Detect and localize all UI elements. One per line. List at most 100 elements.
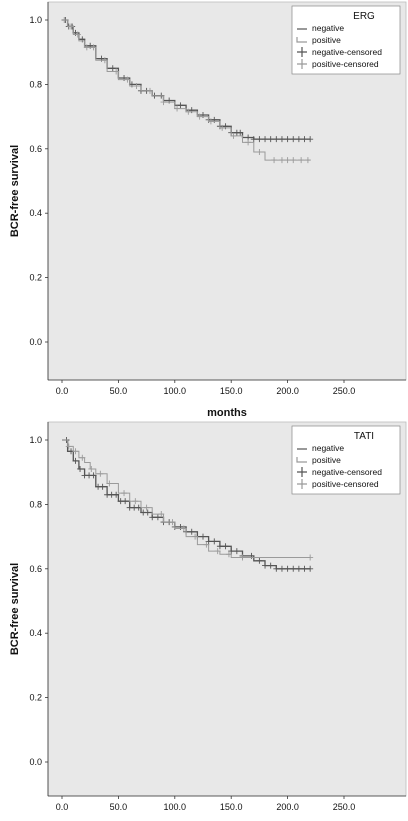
legend-entry-negative-censored: negative-censored xyxy=(312,47,382,57)
censor-mark-negative xyxy=(301,136,308,143)
y-tick-label: 0.8 xyxy=(29,79,42,89)
x-tick-label: 150.0 xyxy=(220,386,243,396)
y-tick-label: 0.4 xyxy=(29,208,42,218)
censor-mark-positive xyxy=(290,157,297,164)
x-tick-label: 150.0 xyxy=(220,802,243,812)
censor-mark-positive xyxy=(133,83,140,90)
km-chart-2: 0.0 0.2 0.4 0.6 0.8 1.0 0.0 50.0 100.0 150.0 200.0… xyxy=(9,421,407,812)
y-tick-label: 1.0 xyxy=(29,435,42,445)
censor-mark-positive xyxy=(158,511,165,518)
censor-mark-negative xyxy=(205,538,212,545)
censor-mark-positive xyxy=(271,157,278,164)
censor-mark-positive xyxy=(180,525,187,532)
censor-mark-negative xyxy=(278,136,285,143)
x-tick-label: 200.0 xyxy=(276,802,299,812)
censor-mark-positive xyxy=(219,124,226,131)
legend-title: ERG xyxy=(353,11,375,22)
censor-mark-positive xyxy=(160,99,167,106)
censor-mark-negative xyxy=(122,498,129,505)
y-tick-label: 0.6 xyxy=(29,144,42,154)
legend-entry-negative-censored: negative-censored xyxy=(312,467,382,477)
x-tick-label: 0.0 xyxy=(56,802,69,812)
censor-mark-negative xyxy=(267,136,274,143)
censor-mark-positive xyxy=(88,465,95,472)
censor-mark-negative xyxy=(177,102,184,109)
legend-key-positive-censored xyxy=(297,479,307,489)
censor-mark-negative xyxy=(72,457,79,464)
censor-mark-positive xyxy=(83,44,90,51)
censor-mark-negative xyxy=(144,509,151,516)
censor-mark-positive xyxy=(146,87,153,94)
legend-entry-negative: negative xyxy=(312,23,344,33)
y-tick-label: 0.0 xyxy=(29,337,42,347)
censor-mark-positive xyxy=(143,504,150,511)
censor-mark-negative xyxy=(216,543,223,550)
censor-mark-negative xyxy=(307,565,314,572)
censor-mark-positive xyxy=(113,68,120,75)
censor-mark-negative xyxy=(188,528,195,535)
legend-entry-positive: positive xyxy=(312,35,341,45)
x-axis-title: months xyxy=(207,407,247,419)
km-chart-1: 0.0 0.2 0.4 0.6 0.8 1.0 0.0 50.0 100.0 150.0 200.0… xyxy=(9,1,407,419)
censor-mark-positive xyxy=(239,554,246,561)
legend-key-positive-censored xyxy=(297,59,307,69)
censor-mark-positive xyxy=(169,519,176,526)
censor-mark-negative xyxy=(211,538,218,545)
censor-mark-positive xyxy=(124,76,131,83)
censor-mark-negative xyxy=(262,136,269,143)
y-tick-label: 0.8 xyxy=(29,499,42,509)
censor-mark-negative xyxy=(228,548,235,555)
censor-mark-negative xyxy=(99,483,106,490)
censor-mark-negative xyxy=(307,136,314,143)
legend-title: TATI xyxy=(354,431,374,442)
censor-mark-positive xyxy=(192,533,199,540)
x-tick-label: 250.0 xyxy=(333,802,356,812)
legend-entry-positive-censored: positive-censored xyxy=(312,59,379,69)
x-tick-label: 0.0 xyxy=(56,386,69,396)
censor-mark-negative xyxy=(284,565,291,572)
censor-mark-negative xyxy=(250,136,257,143)
legend-entry-positive-censored: positive-censored xyxy=(312,479,379,489)
censor-mark-positive xyxy=(132,498,139,505)
censor-mark-positive xyxy=(196,113,203,120)
legend-key-positive xyxy=(296,457,307,463)
censor-mark-negative xyxy=(77,465,84,472)
legend-entry-positive: positive xyxy=(312,455,341,465)
censor-mark-negative xyxy=(200,533,206,540)
y-tick-label: 0.0 xyxy=(29,757,42,767)
legend-box xyxy=(291,5,401,75)
censor-mark-negative xyxy=(295,565,302,572)
legend-box xyxy=(291,425,401,495)
y-tick-label: 0.2 xyxy=(29,693,42,703)
censor-mark-negative xyxy=(262,562,269,569)
censor-mark-positive xyxy=(214,548,221,555)
x-tick-label: 250.0 xyxy=(333,386,356,396)
censor-mark-positive xyxy=(207,118,214,125)
y-tick-label: 0.4 xyxy=(29,628,42,638)
x-tick-label: 100.0 xyxy=(164,802,187,812)
censor-mark-positive xyxy=(72,448,79,455)
x-tick-label: 200.0 xyxy=(276,386,299,396)
censor-mark-negative xyxy=(113,491,120,498)
censor-mark-negative xyxy=(290,136,297,143)
censor-mark-positive xyxy=(174,105,181,112)
legend-key-positive xyxy=(296,37,307,43)
y-tick-label: 1.0 xyxy=(29,15,42,25)
censor-mark-positive xyxy=(74,31,81,38)
censor-mark-negative xyxy=(273,136,280,143)
censor-mark-negative xyxy=(237,129,244,136)
censor-mark-positive xyxy=(304,157,311,164)
x-tick-label: 50.0 xyxy=(110,802,128,812)
censor-mark-negative xyxy=(273,565,280,572)
y-axis-title: BCR-free survival xyxy=(9,563,21,655)
censor-mark-negative xyxy=(154,514,161,521)
censor-mark-negative xyxy=(256,557,263,564)
censor-mark-positive xyxy=(230,132,237,139)
censor-mark-positive xyxy=(307,554,314,561)
censor-mark-negative xyxy=(290,565,297,572)
censor-mark-negative xyxy=(267,562,274,569)
censor-mark-negative xyxy=(109,65,116,72)
censor-mark-positive xyxy=(245,139,252,146)
